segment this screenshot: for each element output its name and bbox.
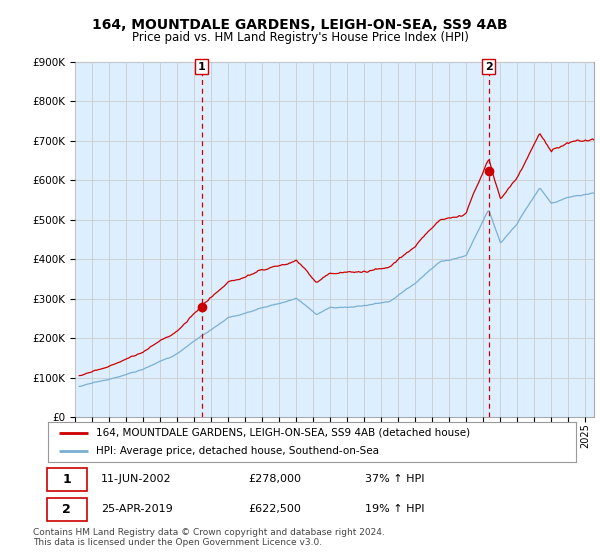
Text: Contains HM Land Registry data © Crown copyright and database right 2024.
This d: Contains HM Land Registry data © Crown c… xyxy=(33,528,385,547)
Text: 11-JUN-2002: 11-JUN-2002 xyxy=(101,474,172,484)
Text: 2: 2 xyxy=(62,503,71,516)
Text: £278,000: £278,000 xyxy=(248,474,302,484)
Text: 37% ↑ HPI: 37% ↑ HPI xyxy=(365,474,424,484)
Text: 164, MOUNTDALE GARDENS, LEIGH-ON-SEA, SS9 4AB (detached house): 164, MOUNTDALE GARDENS, LEIGH-ON-SEA, SS… xyxy=(95,428,470,437)
FancyBboxPatch shape xyxy=(47,468,86,491)
Text: £622,500: £622,500 xyxy=(248,504,302,514)
Text: 1: 1 xyxy=(62,473,71,486)
Text: Price paid vs. HM Land Registry's House Price Index (HPI): Price paid vs. HM Land Registry's House … xyxy=(131,31,469,44)
Text: 25-APR-2019: 25-APR-2019 xyxy=(101,504,173,514)
Text: 19% ↑ HPI: 19% ↑ HPI xyxy=(365,504,424,514)
Text: HPI: Average price, detached house, Southend-on-Sea: HPI: Average price, detached house, Sout… xyxy=(95,446,379,456)
FancyBboxPatch shape xyxy=(47,498,86,521)
Text: 2: 2 xyxy=(485,62,493,72)
Text: 1: 1 xyxy=(198,62,205,72)
Text: 164, MOUNTDALE GARDENS, LEIGH-ON-SEA, SS9 4AB: 164, MOUNTDALE GARDENS, LEIGH-ON-SEA, SS… xyxy=(92,18,508,32)
